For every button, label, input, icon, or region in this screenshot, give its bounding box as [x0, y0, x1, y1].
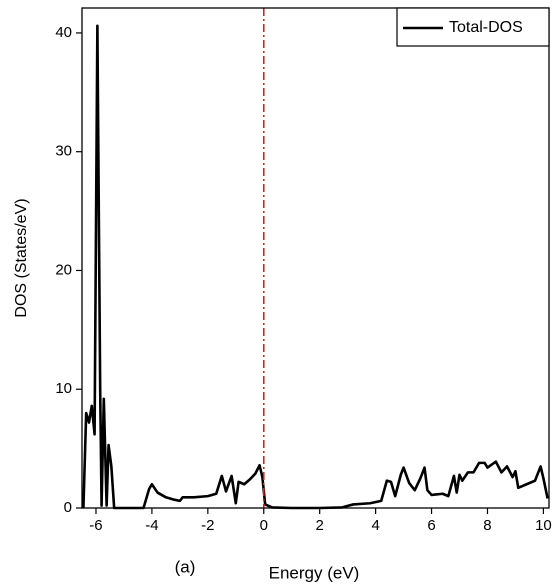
y-tick-label: 20	[55, 261, 72, 278]
x-tick-label: 0	[260, 517, 268, 534]
x-tick-label: 8	[483, 517, 491, 534]
y-tick-label: 30	[55, 143, 72, 160]
x-tick-label: 10	[535, 517, 552, 534]
x-tick-label: -4	[145, 517, 158, 534]
x-tick-label: 2	[316, 517, 324, 534]
x-tick-label: 4	[371, 517, 379, 534]
y-tick-label: 10	[55, 380, 72, 397]
dos-line	[82, 24, 549, 510]
y-axis-label: DOS (States/eV)	[13, 198, 30, 317]
legend-label: Total-DOS	[449, 19, 523, 36]
x-tick-label: -6	[89, 517, 102, 534]
x-tick-label: -2	[201, 517, 214, 534]
y-tick-label: 0	[64, 499, 72, 516]
x-tick-label: 6	[427, 517, 435, 534]
panel-label: (a)	[175, 557, 196, 576]
x-axis-label: Energy (eV)	[269, 563, 360, 582]
y-tick-label: 40	[55, 24, 72, 41]
plot-frame	[81, 7, 550, 509]
